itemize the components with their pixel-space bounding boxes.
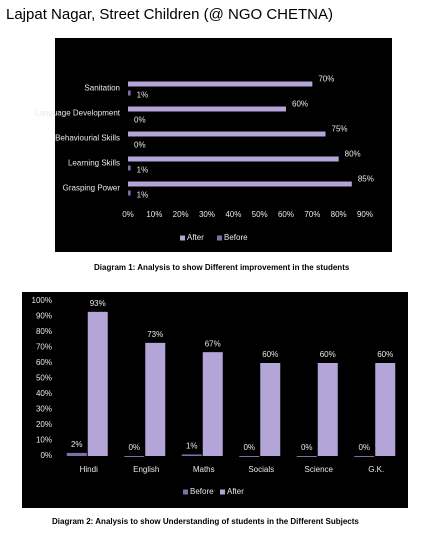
value-label: 2% bbox=[71, 440, 83, 449]
x-tick-label: 70% bbox=[304, 210, 320, 219]
bar bbox=[181, 454, 202, 456]
y-tick-label: 50% bbox=[36, 374, 52, 383]
legend-swatch bbox=[180, 235, 185, 241]
y-tick-label: Behaviourial Skills bbox=[55, 134, 120, 143]
y-tick-label: Language Development bbox=[35, 109, 121, 118]
bar bbox=[124, 456, 145, 457]
value-label: 0% bbox=[243, 443, 255, 452]
bar bbox=[128, 90, 131, 96]
bar bbox=[296, 456, 317, 457]
value-label: 1% bbox=[137, 91, 149, 100]
y-tick-label: 90% bbox=[36, 312, 52, 321]
x-tick-label: 20% bbox=[173, 210, 189, 219]
x-tick-label: English bbox=[133, 465, 159, 474]
x-tick-label: 40% bbox=[225, 210, 241, 219]
bar bbox=[202, 352, 223, 456]
bar bbox=[66, 452, 87, 456]
page-title: Lajpat Nagar, Street Children (@ NGO CHE… bbox=[6, 6, 333, 23]
y-tick-label: Sanitation bbox=[84, 84, 120, 93]
value-label: 0% bbox=[301, 443, 313, 452]
bar bbox=[128, 81, 313, 87]
value-label: 75% bbox=[332, 125, 348, 134]
y-tick-label: 80% bbox=[36, 327, 52, 336]
caption: Diagram 1: Analysis to show Different im… bbox=[94, 263, 350, 272]
value-label: 60% bbox=[320, 350, 336, 359]
value-label: 0% bbox=[128, 443, 140, 452]
bar bbox=[375, 363, 396, 456]
y-tick-label: 30% bbox=[36, 405, 52, 414]
legend-swatch bbox=[183, 489, 188, 495]
bar bbox=[128, 165, 131, 171]
y-tick-label: 40% bbox=[36, 389, 52, 398]
legend-label: After bbox=[227, 487, 244, 496]
x-tick-label: G.K. bbox=[368, 465, 384, 474]
y-tick-label: Learning Skills bbox=[68, 159, 120, 168]
x-tick-label: Maths bbox=[193, 465, 215, 474]
y-tick-label: 0% bbox=[40, 451, 52, 460]
value-label: 70% bbox=[318, 75, 334, 84]
bar bbox=[128, 106, 286, 112]
value-label: 0% bbox=[358, 443, 370, 452]
x-tick-label: Socials bbox=[248, 465, 274, 474]
legend-label: After bbox=[187, 233, 204, 242]
legend-label: Before bbox=[224, 233, 248, 242]
value-label: 60% bbox=[262, 350, 278, 359]
bar bbox=[128, 181, 352, 187]
value-label: 1% bbox=[137, 166, 149, 175]
x-tick-label: Hindi bbox=[80, 465, 98, 474]
x-tick-label: 90% bbox=[357, 210, 373, 219]
value-label: 1% bbox=[186, 442, 198, 451]
value-label: 60% bbox=[377, 350, 393, 359]
bar bbox=[128, 131, 326, 137]
x-tick-label: 0% bbox=[122, 210, 134, 219]
y-tick-label: 100% bbox=[32, 296, 52, 305]
value-label: 93% bbox=[90, 299, 106, 308]
x-tick-label: Science bbox=[305, 465, 334, 474]
x-tick-label: 10% bbox=[146, 210, 162, 219]
y-tick-label: Grasping Power bbox=[63, 184, 121, 193]
x-tick-label: 30% bbox=[199, 210, 215, 219]
bar bbox=[317, 363, 338, 456]
y-tick-label: 60% bbox=[36, 358, 52, 367]
value-label: 67% bbox=[205, 339, 221, 348]
y-tick-label: 20% bbox=[36, 420, 52, 429]
value-label: 60% bbox=[292, 100, 308, 109]
bar bbox=[128, 190, 131, 196]
value-label: 1% bbox=[137, 191, 149, 200]
bar bbox=[239, 456, 260, 457]
bar bbox=[128, 156, 339, 162]
value-label: 85% bbox=[358, 175, 374, 184]
bar bbox=[145, 342, 166, 456]
x-tick-label: 50% bbox=[252, 210, 268, 219]
bar bbox=[87, 311, 108, 456]
y-tick-label: 10% bbox=[36, 436, 52, 445]
bar bbox=[260, 363, 281, 456]
legend-swatch bbox=[220, 489, 225, 495]
chart-background bbox=[55, 38, 392, 252]
legend-label: Before bbox=[190, 487, 214, 496]
value-label: 73% bbox=[147, 330, 163, 339]
x-tick-label: 60% bbox=[278, 210, 294, 219]
legend-swatch bbox=[217, 235, 222, 241]
value-label: 0% bbox=[134, 141, 146, 150]
caption: Diagram 2: Analysis to show Understandin… bbox=[52, 517, 359, 526]
x-tick-label: 80% bbox=[331, 210, 347, 219]
value-label: 80% bbox=[345, 150, 361, 159]
value-label: 0% bbox=[134, 116, 146, 125]
y-tick-label: 70% bbox=[36, 343, 52, 352]
bar bbox=[354, 456, 375, 457]
